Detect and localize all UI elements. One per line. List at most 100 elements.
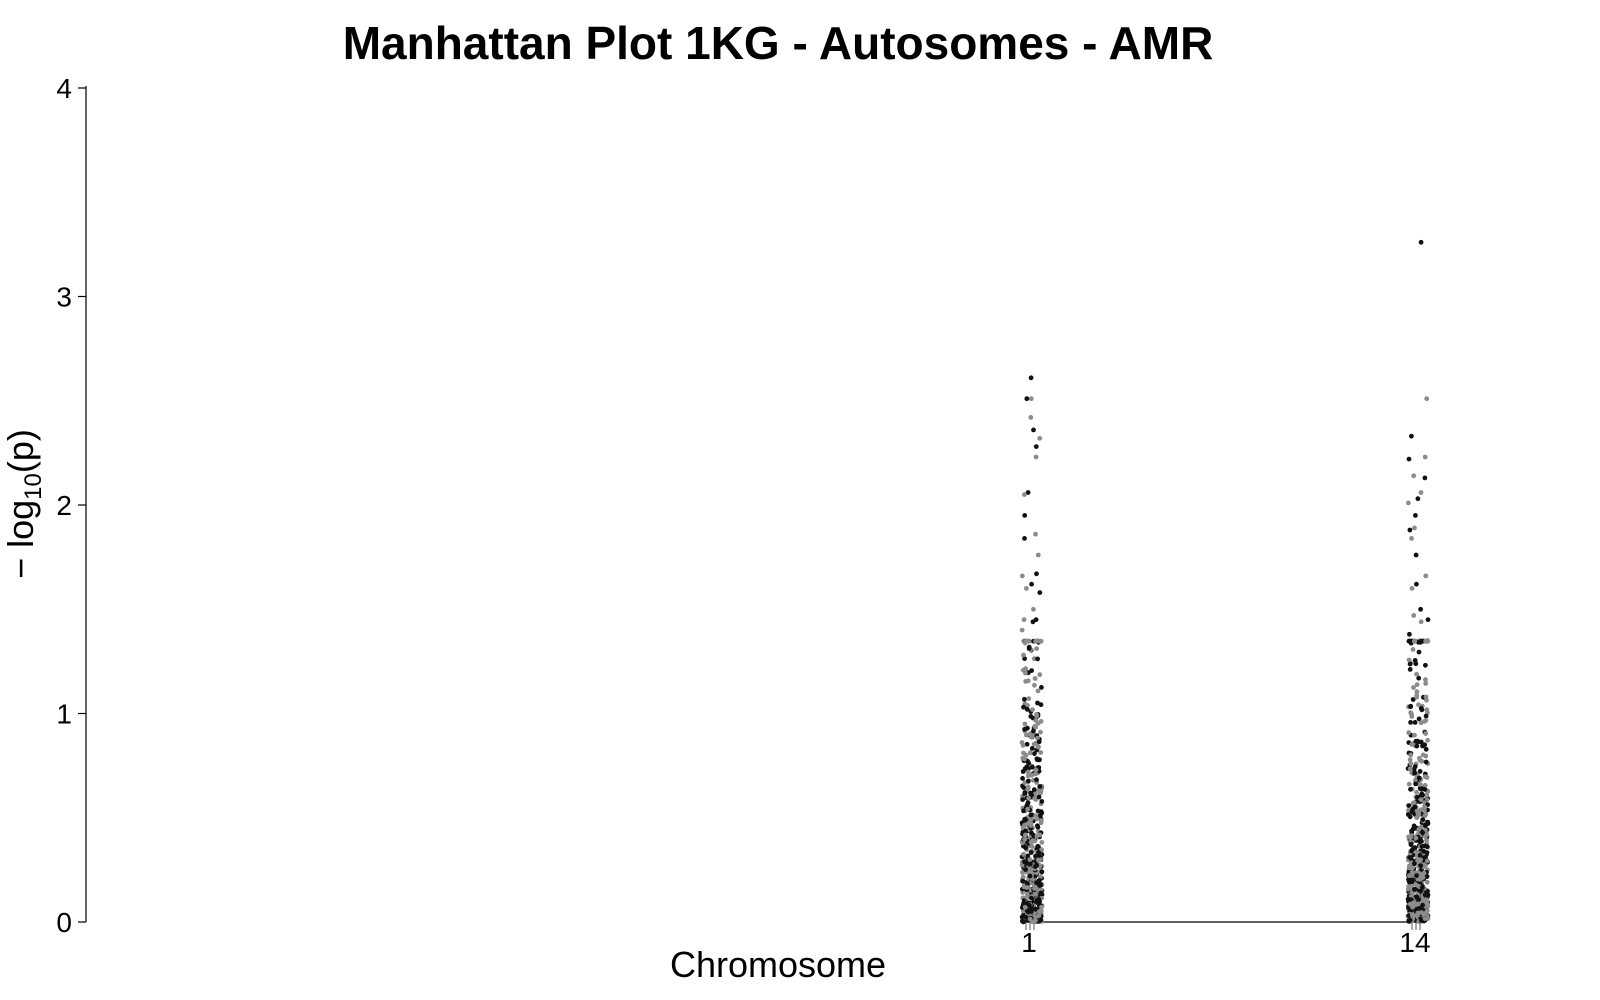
point-chr1 xyxy=(1031,787,1037,793)
point-chr14 xyxy=(1415,813,1421,819)
point-chr14 xyxy=(1423,759,1429,765)
point-chr1 xyxy=(1035,700,1040,706)
point-chr14 xyxy=(1420,743,1425,749)
point-chr14 xyxy=(1418,797,1424,803)
point-chr1 xyxy=(1036,853,1042,858)
point-chr1 xyxy=(1022,513,1028,518)
point-chr14 xyxy=(1410,890,1415,896)
point-chr14 xyxy=(1411,800,1417,805)
point-chr1 xyxy=(1036,739,1042,745)
point-chr1 xyxy=(1019,627,1025,633)
point-chr1 xyxy=(1026,760,1032,766)
point-chr1 xyxy=(1028,840,1034,845)
point-chr14 xyxy=(1407,814,1413,820)
point-chr1 xyxy=(1029,746,1035,751)
point-chr14 xyxy=(1425,737,1430,743)
point-chr14 xyxy=(1407,661,1413,667)
point-chr1 xyxy=(1036,757,1042,763)
point-chr1 xyxy=(1025,800,1031,806)
point-chr1 xyxy=(1026,646,1032,651)
point-chr1 xyxy=(1032,751,1037,756)
point-chr14 xyxy=(1423,662,1428,668)
point-chr1 xyxy=(1019,573,1025,579)
point-chr14 xyxy=(1423,681,1429,686)
point-chr14 xyxy=(1410,810,1416,815)
point-chr1 xyxy=(1029,816,1035,822)
point-chr1 xyxy=(1026,795,1032,801)
point-chr1 xyxy=(1034,646,1039,651)
point-chr14 xyxy=(1424,775,1430,780)
point-chr14 xyxy=(1406,803,1412,808)
point-chr14 xyxy=(1412,770,1418,776)
point-chr14 xyxy=(1409,433,1414,439)
point-chr1 xyxy=(1021,704,1026,710)
point-chr1 xyxy=(1031,741,1037,747)
point-chr1 xyxy=(1024,732,1029,738)
point-chr1 xyxy=(1035,808,1041,814)
point-chr1 xyxy=(1021,785,1027,791)
y-tick-label: 4 xyxy=(56,73,72,104)
point-chr1 xyxy=(1034,777,1039,783)
point-chr1 xyxy=(1025,769,1031,775)
point-chr14 xyxy=(1420,817,1426,822)
point-chr14 xyxy=(1406,919,1412,924)
point-chr1 xyxy=(1033,444,1039,449)
point-chr1 xyxy=(1021,750,1026,756)
x-axis-ticks: 1 14 xyxy=(1021,922,1431,958)
point-chr14 xyxy=(1406,730,1412,736)
point-chr14 xyxy=(1407,884,1413,889)
point-chr14 xyxy=(1419,792,1425,798)
point-chr1 xyxy=(1020,878,1025,884)
point-chr14 xyxy=(1424,838,1429,843)
point-chr1 xyxy=(1026,909,1031,915)
point-chr1 xyxy=(1022,766,1028,772)
point-chr14 xyxy=(1414,873,1419,878)
point-chr14 xyxy=(1407,631,1412,637)
point-chr1 xyxy=(1039,891,1044,897)
point-chr1 xyxy=(1022,790,1028,795)
point-chr14 xyxy=(1407,638,1413,644)
point-chr14 xyxy=(1425,893,1431,898)
point-chr14 xyxy=(1408,761,1414,766)
point-chr14 xyxy=(1425,858,1430,864)
point-chr1 xyxy=(1022,656,1027,661)
point-chr1 xyxy=(1032,676,1038,681)
point-chr14 xyxy=(1411,473,1417,479)
y-tick-label: 1 xyxy=(56,699,72,730)
point-chr14 xyxy=(1416,675,1422,681)
point-chr1 xyxy=(1021,900,1027,906)
y-axis-ticks: 0 1 2 3 4 xyxy=(56,73,86,938)
point-chr14 xyxy=(1416,702,1421,708)
point-chr1 xyxy=(1033,864,1038,869)
point-chr14 xyxy=(1413,513,1418,518)
point-chr14 xyxy=(1423,718,1429,723)
point-chr1 xyxy=(1024,706,1030,712)
point-chr1 xyxy=(1027,857,1033,862)
point-chr14 xyxy=(1423,677,1428,682)
point-chr1 xyxy=(1034,713,1040,719)
point-chr14 xyxy=(1408,720,1413,725)
point-chr1 xyxy=(1024,885,1030,890)
point-chr14 xyxy=(1418,490,1424,495)
point-chr1 xyxy=(1037,590,1043,595)
point-chr1 xyxy=(1024,638,1030,644)
point-chr1 xyxy=(1030,764,1035,770)
point-chr1 xyxy=(1039,904,1044,910)
point-chr14 xyxy=(1416,901,1421,907)
point-chr1 xyxy=(1028,375,1034,381)
point-chr14 xyxy=(1425,617,1431,623)
point-chr14 xyxy=(1418,239,1424,245)
point-chr1 xyxy=(1031,427,1036,433)
point-chr14 xyxy=(1407,757,1413,763)
y-axis-label: − log10(p) xyxy=(0,429,47,579)
point-chr14 xyxy=(1425,915,1431,921)
point-chr1 xyxy=(1021,652,1026,658)
point-chr1 xyxy=(1035,744,1041,750)
point-chr1 xyxy=(1023,845,1029,851)
point-chr1 xyxy=(1032,886,1037,891)
point-chr1 xyxy=(1032,796,1038,801)
point-chr14 xyxy=(1407,879,1413,885)
point-chr14 xyxy=(1422,783,1428,788)
point-chr14 xyxy=(1416,827,1422,832)
point-chr14 xyxy=(1418,863,1424,869)
